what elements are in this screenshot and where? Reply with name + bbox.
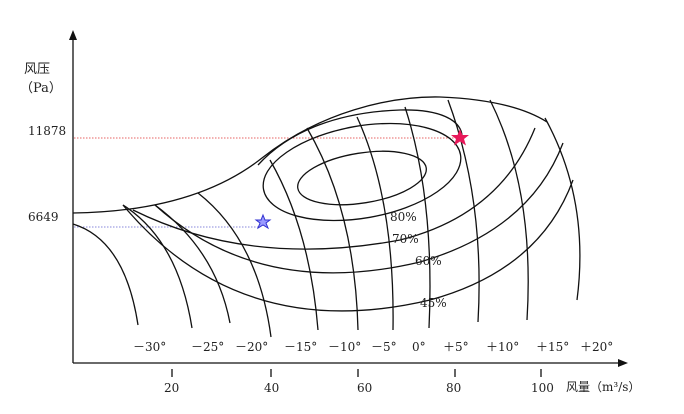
blade-angle-label: ＋5° (443, 340, 469, 354)
x-tick-label: 80 (446, 381, 462, 395)
blade-angle-label: －20° (235, 340, 269, 354)
blade-line (544, 117, 581, 301)
blade-angle-label: 0° (412, 340, 426, 354)
blade-line (197, 192, 272, 338)
efficiency-contour-80 (262, 122, 462, 222)
blade-angle-label: －15° (284, 340, 318, 354)
x-axis-label: 风量（m³/s） (566, 380, 641, 394)
blade-angle-label: －25° (191, 340, 225, 354)
blade-line (72, 223, 139, 326)
y-axis-unit: （Pa） (20, 81, 62, 96)
blade-line (447, 99, 480, 323)
stall-envelope-curve (72, 96, 548, 214)
efficiency-contour-inner (297, 150, 427, 206)
y-value-6649: 6649 (28, 210, 59, 224)
efficiency-label-60: 60% (415, 254, 442, 268)
efficiency-label-80: 80% (390, 210, 417, 224)
blade-angle-label: ＋15° (536, 340, 570, 354)
y-axis-label: 风压 (24, 62, 51, 77)
y-value-11878: 11878 (28, 124, 67, 138)
efficiency-contour-70 (132, 127, 536, 250)
x-axis-arrow-icon (618, 359, 628, 367)
blade-line (306, 127, 359, 331)
x-tick-label: 100 (531, 381, 554, 395)
efficiency-label-45: 45% (420, 296, 447, 310)
blade-angle-label: －10° (328, 340, 362, 354)
efficiency-label-70: 70% (392, 232, 419, 246)
blade-line (404, 106, 431, 329)
blade-line (269, 159, 319, 331)
x-tick-label: 40 (264, 381, 280, 395)
blue-star-icon (254, 213, 272, 230)
red-star-icon (451, 129, 469, 146)
x-tick-label: 60 (357, 381, 373, 395)
x-tick-label: 20 (164, 381, 180, 395)
stall-envelope-inner (257, 109, 463, 166)
efficiency-contour-60 (154, 142, 564, 274)
blade-angle-label: ＋10° (486, 340, 520, 354)
efficiency-contour-45 (122, 179, 574, 312)
blade-line (122, 204, 193, 329)
blade-line (154, 204, 231, 324)
blade-angle-label: －30° (133, 340, 167, 354)
blade-angle-label: ＋20° (580, 340, 614, 354)
blade-line (489, 99, 529, 321)
blade-line (356, 116, 394, 331)
blade-angle-label: －5° (371, 340, 397, 354)
y-axis-arrow-icon (69, 30, 77, 40)
